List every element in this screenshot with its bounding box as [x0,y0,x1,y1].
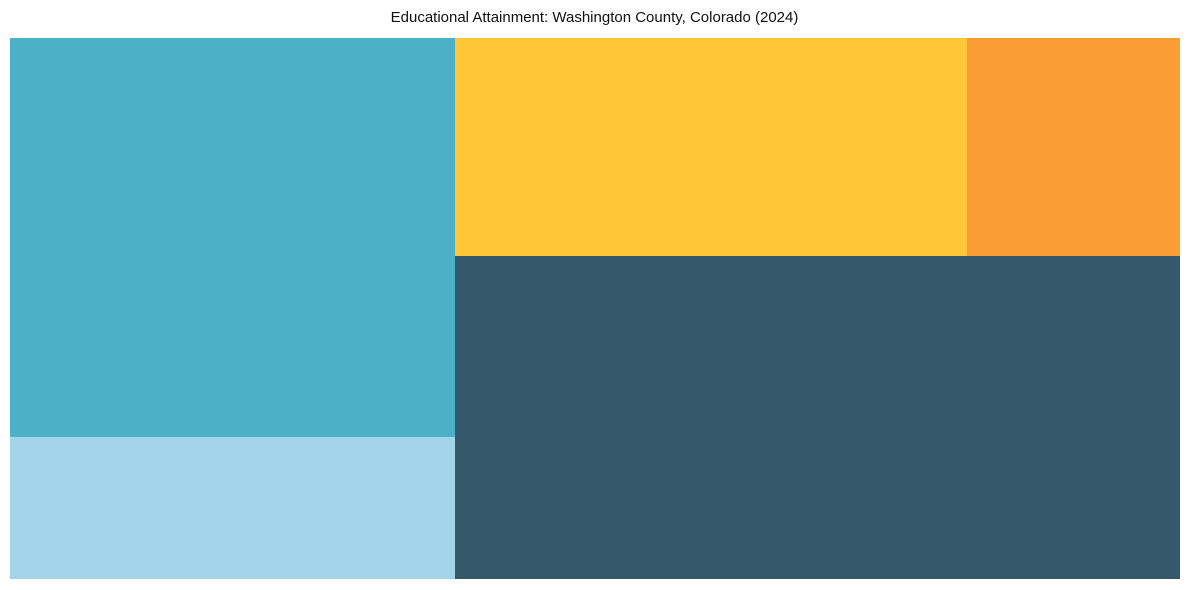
treemap-tile-orange[interactable] [967,38,1180,256]
chart-title: Educational Attainment: Washington Count… [390,9,799,26]
treemap-tile-teal[interactable] [10,38,455,437]
treemap-tile-yellow[interactable] [455,38,967,256]
treemap-tile-dark-slate[interactable] [455,256,1180,579]
treemap-tile-light-blue[interactable] [10,437,455,579]
treemap-plot [10,38,1180,579]
